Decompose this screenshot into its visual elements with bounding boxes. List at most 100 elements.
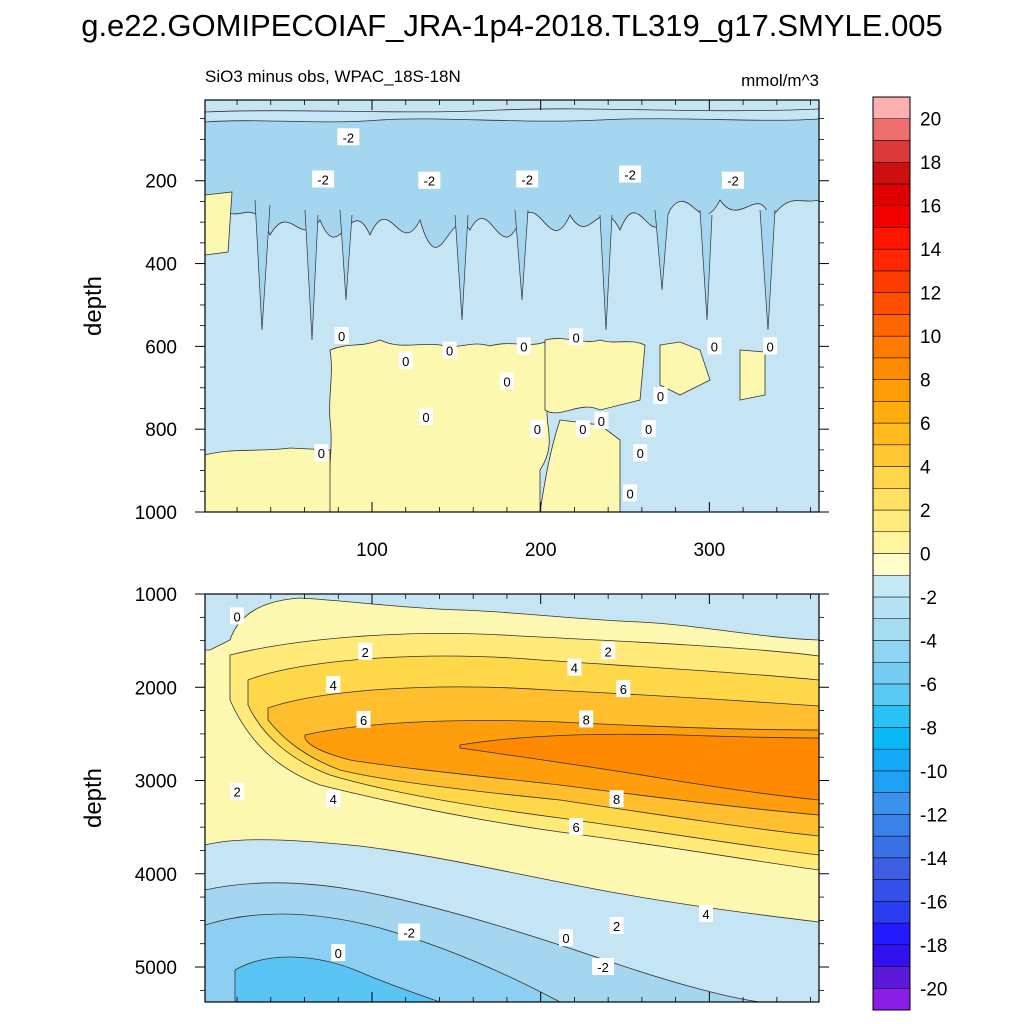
contour-label: 2 — [601, 642, 616, 660]
contour-label-text: -2 — [317, 173, 329, 188]
contour-label-box — [707, 337, 722, 355]
colorbar-swatch — [872, 118, 911, 141]
contour-label-box — [334, 327, 349, 345]
upper-pos-center — [328, 339, 551, 512]
contour-label-text: 0 — [626, 486, 633, 501]
contour-label: -2 — [337, 128, 360, 146]
contour-label-box — [609, 790, 624, 808]
y-tick-label: 2000 — [135, 678, 177, 699]
contour-label-box — [569, 328, 584, 346]
contour-label-text: 0 — [318, 446, 325, 461]
contour-label: 6 — [569, 818, 584, 836]
contour-label: 0 — [499, 372, 514, 390]
lower-ylabel: depth — [80, 768, 107, 828]
colorbar-tick-label: 8 — [920, 371, 931, 392]
colorbar-swatch — [872, 531, 911, 554]
colorbar-swatch — [872, 248, 911, 272]
contour-label-box — [326, 675, 341, 693]
contour-label: 0 — [530, 420, 545, 438]
colorbar-swatch — [872, 227, 911, 250]
colorbar-tick-label: -14 — [920, 849, 948, 870]
contour-label: 0 — [707, 337, 722, 355]
upper-pos-right2 — [539, 419, 621, 512]
x-tick-label: 300 — [694, 540, 726, 561]
contour-label-text: 0 — [562, 931, 569, 946]
colorbar-tick-label: -16 — [920, 892, 947, 913]
colorbar-swatch — [872, 966, 911, 989]
contour-label-text: 0 — [579, 422, 586, 437]
contour-label-text: 2 — [362, 645, 369, 660]
contour-label-box — [530, 420, 545, 438]
contour-label-text: -2 — [424, 174, 436, 189]
contour-label-box — [567, 658, 582, 676]
colorbar-tick-label: 6 — [920, 414, 931, 435]
colorbar-swatch — [872, 879, 911, 902]
contour-label-text: 6 — [360, 713, 367, 728]
y-tick-label: 1000 — [135, 585, 177, 606]
contour-label-text: 2 — [233, 785, 240, 800]
colorbar-swatch — [872, 835, 911, 859]
contour-label-text: 0 — [598, 414, 605, 429]
colorbar-swatch — [872, 596, 911, 619]
figure-title: g.e22.GOMIPECOIAF_JRA-1p4-2018.TL319_g17… — [81, 8, 943, 43]
colorbar-tick-label: -12 — [920, 805, 947, 826]
colorbar-tick-label: -20 — [920, 979, 947, 1000]
colorbar-tick-label: 14 — [920, 240, 942, 261]
contour-label-text: 0 — [572, 330, 579, 345]
colorbar-tick-label: 0 — [920, 545, 931, 566]
contour-label-text: -2 — [624, 168, 636, 183]
colorbar-swatch — [872, 509, 911, 533]
contour-label: 0 — [314, 444, 329, 462]
upper-ylabel: depth — [80, 276, 107, 336]
contour-label-box — [314, 444, 329, 462]
upper-frame — [204, 99, 820, 513]
contour-label: -2 — [398, 923, 421, 941]
units-subtitle: mmol/m^3 — [741, 71, 819, 90]
colorbar-swatch — [872, 335, 911, 359]
contour-label: 2 — [358, 642, 373, 660]
lower-panel: 1000 2000 3000 4000 5000 0 2 2 4 4 6 6 8 8 2 4 6 0 -2 0 2 4 -… — [80, 585, 829, 1003]
contour-label-box — [592, 958, 615, 976]
contour-label: 2 — [609, 916, 624, 934]
colorbar-swatch — [872, 661, 911, 685]
left-subtitle: SiO3 minus obs, WPAC_18S-18N — [205, 67, 461, 86]
contour-label-box — [579, 710, 594, 728]
colorbar-swatch — [872, 553, 911, 576]
colorbar-swatch — [872, 944, 911, 967]
colorbar-swatch — [872, 488, 911, 511]
contour-label-box — [398, 351, 413, 369]
colorbar-swatch — [872, 901, 911, 924]
contour-label-text: 2 — [613, 919, 620, 934]
contour-label: 0 — [569, 328, 584, 346]
contour-label-box — [442, 341, 457, 359]
colorbar-tick-label: -8 — [920, 718, 937, 739]
contour-label: 0 — [623, 484, 638, 502]
colorbar-tick-label: -2 — [920, 588, 937, 609]
contour-label: 2 — [230, 782, 245, 800]
contour-label-text: 0 — [233, 609, 240, 624]
contour-label-text: 8 — [613, 792, 620, 807]
colorbar-tick-label: 12 — [920, 284, 941, 305]
upper-pos-edge — [739, 349, 766, 401]
contour-label-text: 0 — [534, 422, 541, 437]
colorbar-swatch — [872, 770, 911, 793]
colorbar-swatch — [872, 270, 911, 293]
contour-label-text: 2 — [605, 644, 612, 659]
colorbar-swatch — [872, 357, 911, 380]
contour-label-box — [230, 782, 245, 800]
contour-label: -2 — [312, 170, 335, 188]
contour-label-box — [337, 128, 360, 146]
upper-pos-left — [205, 191, 233, 256]
contour-label-box — [516, 337, 531, 355]
contour-label: 4 — [326, 790, 341, 808]
contour-label-box — [398, 923, 421, 941]
colorbar-swatch — [872, 183, 911, 206]
colorbar-swatch — [872, 140, 911, 163]
contour-label-box — [653, 387, 668, 405]
lower-contour-labels: 0 2 2 4 4 6 6 8 8 2 4 6 0 -2 0 2 4 -2 — [230, 607, 713, 976]
contour-label: 0 — [594, 411, 609, 429]
contour-label-text: -2 — [597, 960, 609, 975]
colorbar-swatch — [872, 379, 911, 402]
